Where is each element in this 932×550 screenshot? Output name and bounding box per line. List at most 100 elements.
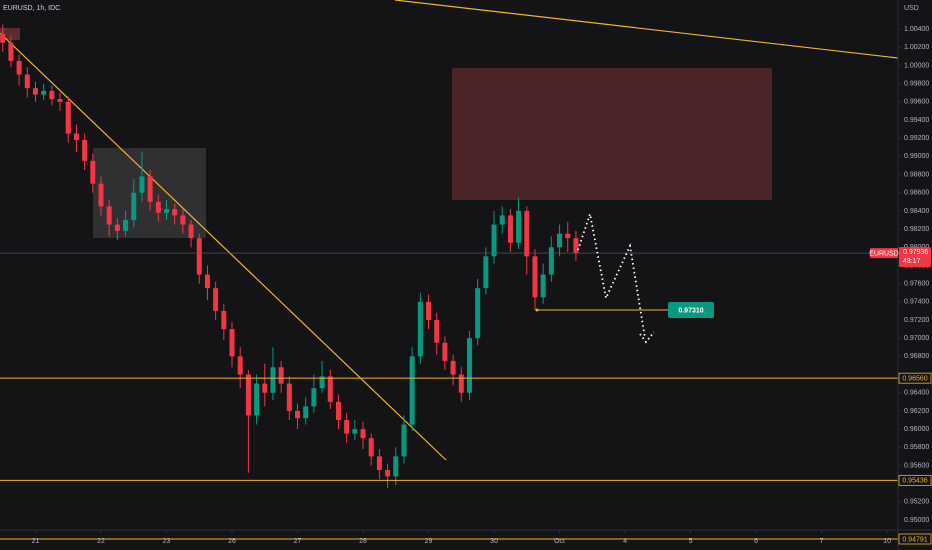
- candle-body: [16, 60, 22, 75]
- candle-body: [434, 320, 440, 343]
- candle-body: [573, 238, 579, 254]
- candle-body: [139, 176, 145, 193]
- candle-body: [131, 192, 137, 220]
- y-tick-label: 0.95000: [904, 517, 929, 524]
- chart-title: EURUSD, 1h, IDC: [3, 5, 60, 12]
- x-tick-label: 21: [32, 538, 40, 545]
- candle-body: [516, 210, 522, 243]
- candle-body: [229, 329, 235, 357]
- candle-body: [483, 256, 489, 289]
- axis: 21 22 23 26 27 28 29 30 Oct 4 5 6 7 10 0.95000 0.95200 0…: [32, 26, 932, 545]
- candle-body: [360, 429, 366, 439]
- candle-body: [352, 429, 358, 434]
- candle-body: [311, 388, 317, 407]
- y-tick-label: 0.98600: [904, 190, 929, 197]
- y-tick-label: 0.97000: [904, 335, 929, 342]
- y-tick-label: 0.97400: [904, 299, 929, 306]
- y-tick-label: 0.96400: [904, 390, 929, 397]
- candle-body: [24, 74, 30, 89]
- level-label: 0.95436: [902, 478, 927, 485]
- candle-body: [466, 338, 472, 393]
- x-tick-label: 27: [294, 538, 302, 545]
- candle-body: [557, 233, 563, 248]
- candle-body: [295, 410, 301, 419]
- x-tick-label: 30: [490, 538, 498, 545]
- countdown-label: 48:17: [903, 258, 921, 265]
- candle-body: [426, 301, 432, 320]
- y-tick-label: 1.00000: [904, 62, 929, 69]
- y-tick-label: 0.95600: [904, 462, 929, 469]
- symbol-label: EURUSD: [869, 250, 899, 257]
- candle-body: [188, 224, 194, 239]
- candle-body: [163, 209, 169, 213]
- price-axis: [898, 0, 932, 550]
- candle-body: [286, 383, 292, 411]
- y-tick-label: 0.99800: [904, 80, 929, 87]
- target-badge: [668, 302, 714, 318]
- candle-body: [82, 140, 88, 161]
- drawings: [0, 0, 899, 461]
- level-badge: [898, 533, 932, 545]
- candle-body: [278, 367, 284, 384]
- symbol-badge: [870, 248, 898, 259]
- y-tick-label: 0.99400: [904, 117, 929, 124]
- candle-body: [237, 356, 243, 375]
- x-tick-label: Oct: [554, 538, 565, 545]
- x-tick-label: 22: [97, 538, 105, 545]
- candle-body: [155, 201, 161, 213]
- y-tick-label: 0.96800: [904, 353, 929, 360]
- y-tick-label: 0.98400: [904, 208, 929, 215]
- candle-body: [344, 420, 350, 434]
- candle-body: [254, 383, 260, 416]
- candle-body: [123, 220, 129, 231]
- y-tick-label: 1.00200: [904, 44, 929, 51]
- candle-body: [368, 438, 374, 457]
- candle-body: [385, 470, 391, 477]
- level-badge: [898, 372, 932, 384]
- target-anchor: [535, 308, 539, 312]
- candle-body: [327, 376, 333, 402]
- y-tick-label: 0.98800: [904, 171, 929, 178]
- candle-body: [458, 374, 464, 393]
- candle-body: [0, 33, 6, 43]
- candle-body: [221, 310, 227, 330]
- candle-body: [401, 424, 407, 457]
- candle-body: [376, 456, 382, 470]
- candle-body: [450, 360, 456, 375]
- candle-body: [41, 90, 47, 95]
- candle-body: [196, 238, 202, 275]
- candle-body: [262, 383, 268, 393]
- candle-body: [565, 233, 571, 239]
- level-badge: [898, 474, 932, 486]
- x-tick-label: 6: [754, 538, 758, 545]
- price-label: 0.97936: [903, 249, 928, 256]
- projection-path: [577, 210, 646, 339]
- candle-body: [98, 183, 104, 207]
- candle-body: [524, 210, 530, 257]
- candle-body: [57, 99, 63, 102]
- trend-line: [394, 0, 899, 59]
- candle-body: [245, 374, 251, 416]
- candle-body: [507, 215, 513, 243]
- candle-body: [417, 301, 423, 357]
- candle-body: [532, 256, 538, 298]
- candle-body: [180, 215, 186, 225]
- candle-body: [114, 224, 120, 231]
- y-tick-label: 0.96200: [904, 408, 929, 415]
- x-tick-label: 4: [623, 538, 627, 545]
- candle-body: [32, 88, 38, 95]
- trend-line: [0, 32, 447, 461]
- y-tick-label: 0.98200: [904, 226, 929, 233]
- candle-body: [499, 215, 505, 225]
- y-tick-label: 0.95800: [904, 444, 929, 451]
- candle-body: [172, 209, 178, 216]
- y-tick-label: 0.99600: [904, 99, 929, 106]
- candle-body: [65, 101, 71, 134]
- y-tick-label: 1.00400: [904, 26, 929, 33]
- candle-body: [491, 224, 497, 257]
- candle-body: [73, 133, 79, 140]
- candle-body: [213, 288, 219, 311]
- candle-body: [319, 376, 325, 389]
- x-tick-label: 7: [820, 538, 824, 545]
- y-tick-label: 0.95200: [904, 499, 929, 506]
